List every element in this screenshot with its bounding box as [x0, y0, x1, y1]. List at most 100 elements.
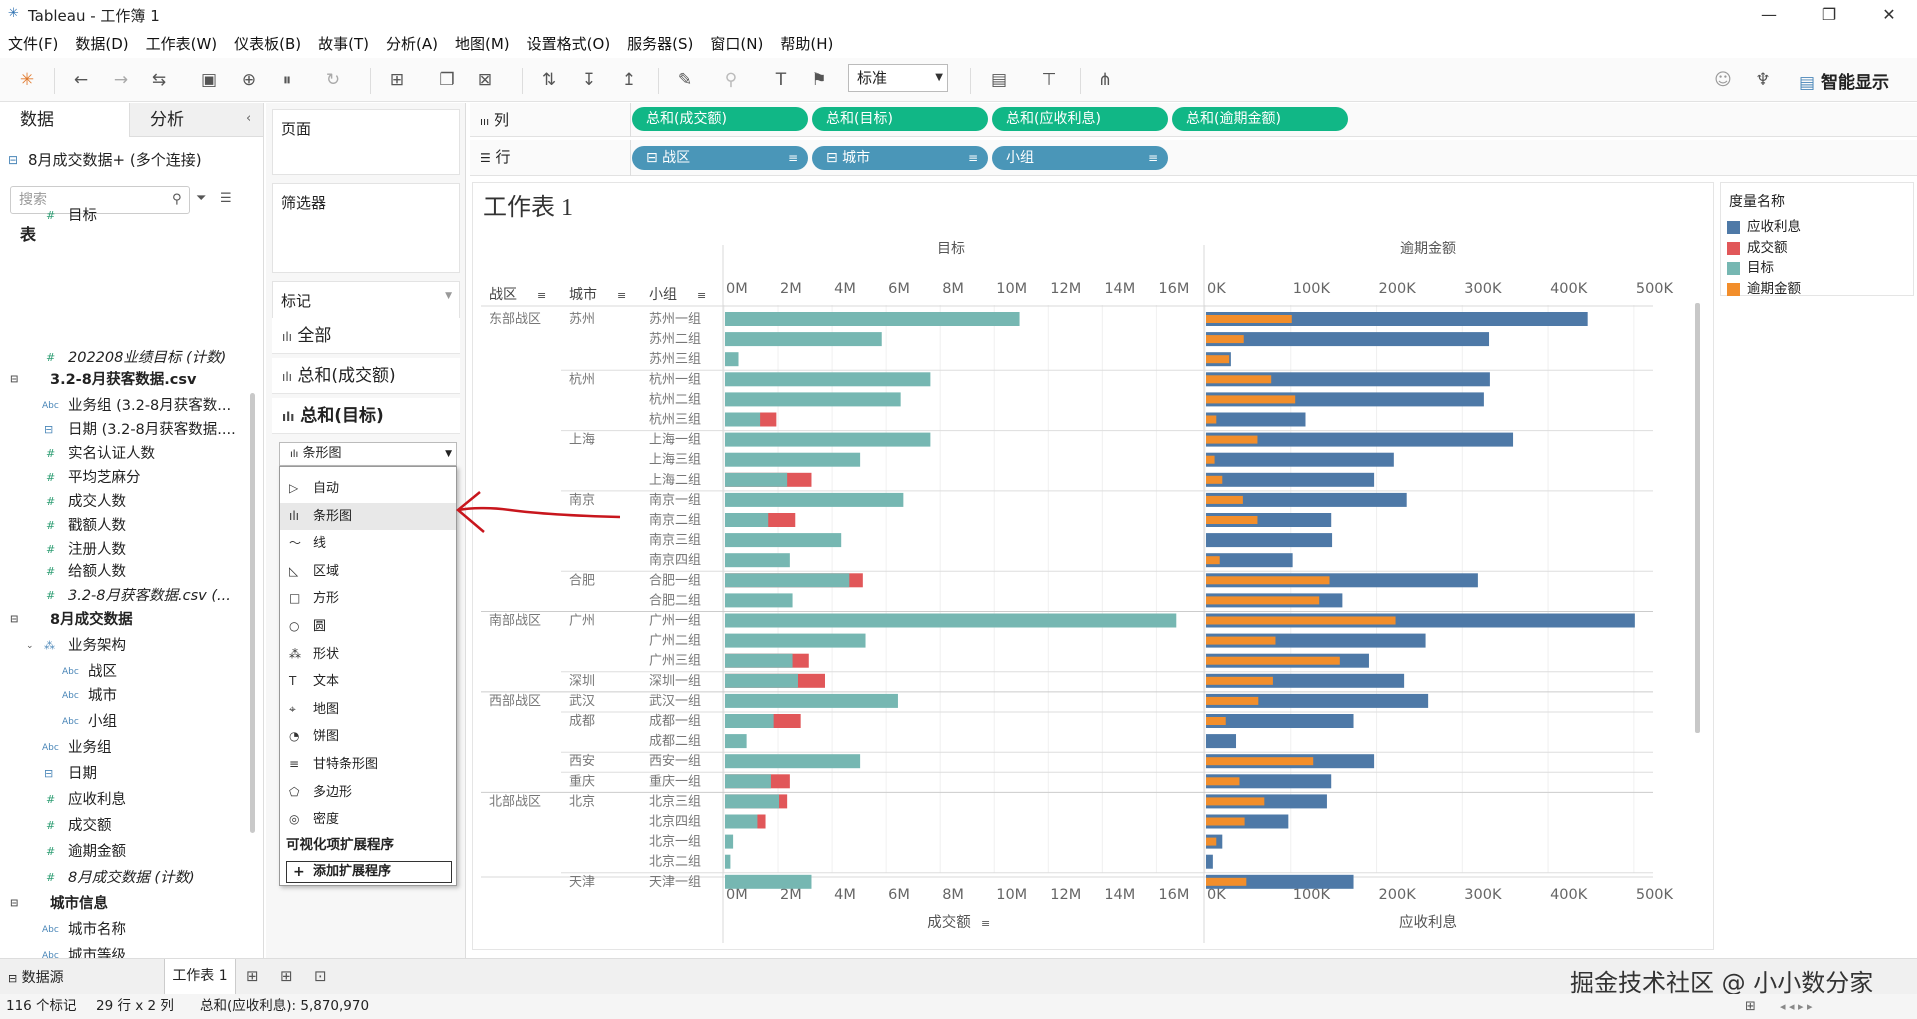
bar-interest[interactable] [1206, 472, 1375, 487]
group-label[interactable]: 广州一组 [649, 614, 701, 629]
sort-icon[interactable]: ≡ [697, 289, 706, 302]
bar-target[interactable] [725, 332, 882, 347]
collapse-icon[interactable]: ⊟ [10, 614, 19, 625]
menu-item[interactable]: 数据(D) [75, 34, 129, 53]
menu-item[interactable]: 帮助(H) [780, 34, 834, 53]
sort-icon[interactable]: ≡ [1147, 151, 1158, 165]
field-item[interactable]: Abc 城市等级 [0, 943, 262, 958]
bar-target[interactable] [725, 452, 861, 467]
bar-overdue[interactable] [1206, 636, 1276, 645]
group-label[interactable]: 苏州一组 [649, 311, 701, 327]
bar-overdue[interactable] [1206, 395, 1296, 404]
legend-item[interactable]: 成交额 [1727, 238, 1788, 258]
mark-type-option[interactable]: ◎ 密度 [280, 806, 456, 833]
filter-icon[interactable]: ⏷ [196, 191, 207, 206]
bar-target[interactable] [725, 312, 1020, 326]
bar-overdue[interactable] [1206, 335, 1244, 344]
bar-target[interactable] [725, 653, 793, 668]
bar-target[interactable] [725, 754, 861, 769]
maximize-button[interactable]: ❐ [1821, 5, 1837, 24]
column-pill[interactable]: 总和(目标) [812, 107, 988, 131]
close-button[interactable]: ✕ [1882, 5, 1896, 24]
city-label[interactable]: 广州 [569, 614, 595, 629]
datasource-tab[interactable]: ⊟ 数据源 [8, 967, 64, 987]
table-group[interactable]: ⊟ 8月成交数据 [0, 607, 262, 633]
search-input[interactable]: 搜索 [10, 186, 190, 214]
pin-icon[interactable]: ⚑ [811, 70, 827, 90]
bar-target[interactable] [725, 613, 1177, 628]
field-item[interactable]: # 给额人数 [0, 559, 262, 585]
group-label[interactable]: 南京一组 [649, 492, 701, 508]
mark-type-option[interactable]: □ 方形 [280, 585, 456, 612]
show-me-button[interactable]: ▤ 智能显示 [1799, 68, 1889, 93]
group-label[interactable]: 北京二组 [649, 855, 701, 870]
city-label[interactable]: 深圳 [569, 674, 595, 689]
bar-target[interactable] [725, 492, 904, 507]
row-pill[interactable]: 小组 ≡ [992, 146, 1168, 170]
field-item[interactable]: # 应收利息 [0, 787, 262, 813]
city-label[interactable]: 天津 [569, 875, 595, 890]
scrollbar[interactable] [250, 393, 255, 833]
row-pill[interactable]: ⊟ 战区 ≡ [632, 146, 808, 170]
field-item[interactable]: Abc 城市 [0, 683, 262, 709]
group-label[interactable]: 西安一组 [649, 754, 701, 769]
bar-overdue[interactable] [1206, 576, 1330, 585]
group-label[interactable]: 深圳一组 [649, 674, 701, 689]
bar-target[interactable] [725, 794, 780, 809]
bar-target[interactable] [725, 513, 769, 527]
group-label[interactable]: 杭州三组 [649, 413, 701, 428]
city-label[interactable]: 成都 [569, 714, 595, 729]
swap-icon[interactable]: ⇅ [541, 70, 557, 90]
bar-overdue[interactable] [1206, 616, 1396, 625]
sort-icon[interactable]: ≡ [981, 917, 990, 930]
city-label[interactable]: 上海 [569, 433, 595, 448]
bar-target[interactable] [725, 472, 788, 487]
new-datasource-icon[interactable]: ⊕ [241, 70, 257, 90]
field-item[interactable]: # 注册人数 [0, 537, 262, 563]
bar-target[interactable] [725, 834, 734, 849]
explain-icon[interactable]: ♆ [1755, 70, 1771, 90]
bar-interest[interactable] [1206, 372, 1490, 387]
bar-interest[interactable] [1206, 332, 1490, 347]
group-label[interactable]: 上海三组 [649, 453, 701, 468]
group-label[interactable]: 北京一组 [649, 835, 701, 850]
field-item[interactable]: Abc 城市名称 [0, 917, 262, 943]
bar-overdue[interactable] [1206, 556, 1220, 565]
bar-overdue[interactable] [1206, 495, 1243, 504]
legend-item[interactable]: 应收利息 [1727, 217, 1801, 237]
duplicate-icon[interactable]: ❐ [439, 70, 455, 90]
collapse-icon[interactable]: ⊟ [10, 898, 19, 909]
group-label[interactable]: 上海二组 [649, 473, 701, 488]
bar-target[interactable] [725, 392, 901, 407]
bar-target[interactable] [725, 553, 790, 568]
menu-item[interactable]: 地图(M) [455, 34, 510, 53]
menu-item[interactable]: 故事(T) [318, 34, 370, 53]
sort-icon[interactable]: ≡ [617, 289, 626, 302]
bar-target[interactable] [725, 714, 774, 728]
bar-overdue[interactable] [1206, 415, 1217, 424]
table-group[interactable]: ⊟ 城市信息 [0, 891, 262, 917]
view-options-icon[interactable]: ☰ [220, 191, 232, 206]
view-scrollbar[interactable] [1695, 303, 1700, 733]
tab-analysis[interactable]: 分析 [129, 103, 263, 137]
column-pill[interactable]: 总和(成交额) [632, 107, 808, 131]
bar-target[interactable] [725, 874, 812, 889]
bar-target[interactable] [725, 573, 850, 588]
replay-icon[interactable]: ⇆ [151, 70, 167, 90]
bar-target[interactable] [725, 693, 898, 708]
field-item[interactable]: ⌄ ⁂ 业务架构 [0, 633, 262, 659]
region-label[interactable]: 北部战区 [489, 794, 541, 809]
sort-icon[interactable]: ≡ [787, 151, 798, 165]
collapse-icon[interactable]: ‹ [246, 111, 252, 126]
bar-overdue[interactable] [1206, 516, 1258, 524]
new-story-icon[interactable]: ⊡ [314, 967, 327, 985]
group-label[interactable]: 南京四组 [649, 552, 701, 568]
bar-target[interactable] [725, 352, 739, 367]
group-icon[interactable]: ⚲ [724, 70, 738, 90]
field-item[interactable]: Abc 战区 [0, 659, 262, 685]
marks-target-tab[interactable]: ılı 总和(目标) [272, 398, 460, 434]
menu-item[interactable]: 服务器(S) [627, 34, 694, 53]
bar-overdue[interactable] [1206, 455, 1215, 464]
group-label[interactable]: 北京三组 [649, 794, 701, 809]
label-icon[interactable]: T [775, 70, 787, 90]
